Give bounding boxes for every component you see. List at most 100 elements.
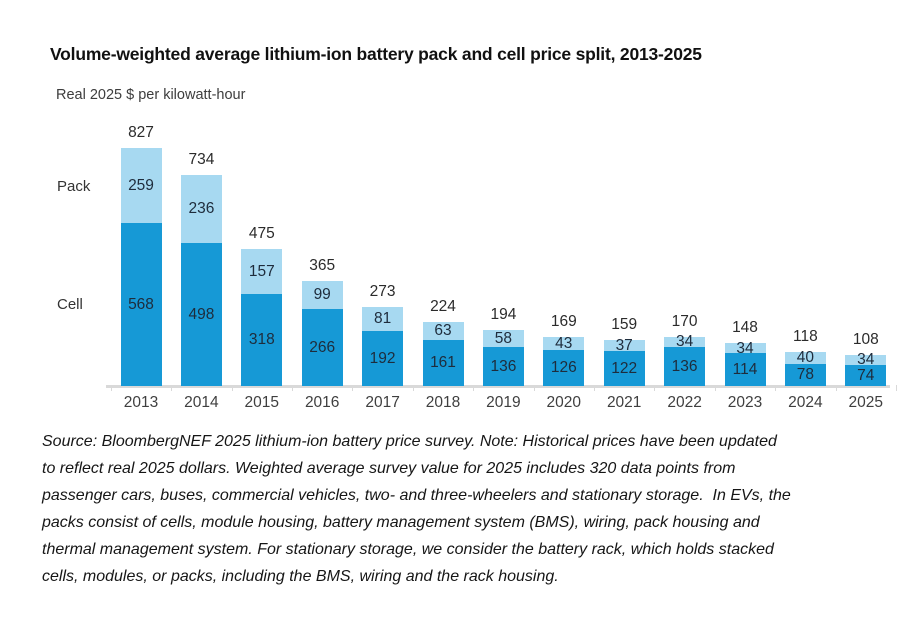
bar-2017-pack-value: 81 bbox=[373, 310, 392, 328]
bar-2016-total-label: 365 bbox=[309, 256, 336, 274]
x-axis-label-2021: 2021 bbox=[606, 394, 642, 411]
bar-2014-cell-value: 498 bbox=[188, 305, 215, 323]
bar-2021-pack-segment bbox=[603, 340, 645, 351]
bar-2013-total-label: 827 bbox=[128, 123, 154, 141]
bar-2024-cell-segment bbox=[784, 363, 826, 386]
source-note-line: cells, modules, or packs, including the … bbox=[42, 568, 559, 585]
bar-2013-cell-value: 568 bbox=[128, 295, 154, 313]
bar-2024-cell-value: 78 bbox=[796, 366, 815, 384]
series-label-pack: Pack bbox=[57, 178, 91, 195]
source-note-line: thermal management system. For stationar… bbox=[42, 541, 774, 558]
axis-tick bbox=[775, 385, 777, 391]
axis-tick bbox=[654, 385, 656, 391]
axis-tick bbox=[292, 385, 293, 391]
bar-2023-total-label: 148 bbox=[732, 319, 758, 337]
bar-2022-pack-value: 34 bbox=[675, 333, 694, 351]
axis-tick bbox=[594, 385, 595, 391]
x-axis-label-2024: 2024 bbox=[788, 394, 823, 411]
axis-tick bbox=[171, 385, 173, 391]
bar-2020-pack-segment bbox=[543, 337, 585, 350]
bar-2022-pack-segment bbox=[664, 337, 706, 347]
bar-2018-total-label: 224 bbox=[430, 297, 456, 315]
chart-title: Volume-weighted average lithium-ion batt… bbox=[50, 44, 702, 64]
bar-2023-cell-value: 114 bbox=[732, 360, 758, 378]
chart-subtitle: Real 2025 $ per kilowatt-hour bbox=[56, 87, 246, 103]
bar-2023-pack-value: 34 bbox=[736, 339, 754, 357]
bar-2014-pack-segment bbox=[180, 174, 222, 243]
source-note-line: to reflect real 2025 dollars. Weighted a… bbox=[42, 460, 736, 477]
bar-2015-total-label: 475 bbox=[248, 225, 275, 243]
axis-tick bbox=[412, 385, 414, 391]
bar-2016-pack-segment bbox=[301, 280, 343, 310]
axis-tick bbox=[352, 385, 354, 391]
x-axis-label-2017: 2017 bbox=[365, 394, 400, 411]
x-axis-label-2025: 2025 bbox=[848, 394, 884, 411]
bar-2016-cell-value: 266 bbox=[309, 338, 336, 356]
bar-2015-cell-segment bbox=[241, 294, 283, 386]
bar-2018-cell-segment bbox=[422, 339, 464, 386]
axis-tick bbox=[110, 385, 112, 391]
bar-2014-pack-value: 236 bbox=[188, 199, 215, 217]
bar-2022-total-label: 170 bbox=[671, 313, 698, 331]
bar-2015-pack-segment bbox=[241, 249, 283, 295]
bar-2019-pack-segment bbox=[482, 330, 524, 347]
bar-2017-cell-value: 192 bbox=[369, 349, 396, 367]
axis-tick bbox=[896, 385, 897, 391]
source-note-line: packs consist of cells, module housing, … bbox=[42, 514, 760, 531]
x-axis-label-2018: 2018 bbox=[425, 394, 461, 411]
bar-2016-pack-value: 99 bbox=[313, 286, 331, 304]
x-axis-label-2015: 2015 bbox=[244, 394, 280, 411]
x-axis-label-2014: 2014 bbox=[184, 394, 219, 411]
axis-tick bbox=[835, 385, 837, 391]
bar-2020-pack-value: 43 bbox=[555, 334, 573, 352]
axis-tick bbox=[714, 385, 716, 391]
bar-2017-total-label: 273 bbox=[369, 283, 396, 301]
bar-2016-cell-segment bbox=[301, 309, 343, 386]
bar-2020-cell-segment bbox=[543, 349, 585, 386]
x-axis-line bbox=[106, 385, 890, 388]
bar-2019-cell-segment bbox=[482, 346, 524, 386]
bar-2013-pack-segment bbox=[120, 147, 162, 223]
x-axis-label-2013: 2013 bbox=[123, 394, 159, 411]
bar-2015-cell-value: 318 bbox=[248, 331, 275, 349]
bar-2024-pack-value: 40 bbox=[796, 349, 815, 367]
series-label-cell: Cell bbox=[57, 296, 83, 313]
x-axis-label-2020: 2020 bbox=[546, 394, 582, 411]
bar-2024-pack-segment bbox=[784, 352, 826, 364]
bar-2017-pack-segment bbox=[362, 307, 404, 331]
bar-2023-pack-segment bbox=[724, 343, 766, 354]
bar-2014-cell-segment bbox=[180, 242, 222, 386]
bar-2020-cell-value: 126 bbox=[550, 359, 577, 377]
bar-2020-total-label: 169 bbox=[550, 313, 577, 331]
bar-2025-total-label: 108 bbox=[852, 330, 879, 348]
bar-2021-cell-value: 122 bbox=[611, 359, 638, 377]
bar-2021-total-label: 159 bbox=[611, 316, 638, 334]
axis-tick bbox=[231, 385, 233, 391]
bar-2018-cell-value: 161 bbox=[430, 354, 456, 372]
bar-2022-cell-value: 136 bbox=[671, 357, 698, 375]
bar-2021-cell-segment bbox=[603, 350, 645, 386]
bar-2019-pack-value: 58 bbox=[494, 329, 513, 347]
x-axis-label-2023: 2023 bbox=[727, 394, 763, 411]
bar-2015-pack-value: 157 bbox=[248, 263, 275, 281]
bar-2025-cell-value: 74 bbox=[857, 366, 875, 384]
axis-tick bbox=[533, 385, 535, 391]
bar-2013-cell-segment bbox=[120, 222, 162, 386]
bar-2024-total-label: 118 bbox=[793, 328, 818, 346]
x-axis-label-2016: 2016 bbox=[304, 394, 340, 411]
bar-2022-cell-segment bbox=[664, 346, 706, 386]
bar-2018-pack-value: 63 bbox=[434, 321, 452, 339]
bar-2025-pack-segment bbox=[845, 354, 887, 365]
bar-2021-pack-value: 37 bbox=[615, 336, 633, 354]
source-note-line: passenger cars, buses, commercial vehicl… bbox=[42, 487, 791, 504]
bar-2023-cell-segment bbox=[724, 353, 766, 386]
axis-tick bbox=[473, 385, 475, 391]
bar-2017-cell-segment bbox=[362, 330, 404, 386]
source-note-line: Source: BloombergNEF 2025 lithium-ion ba… bbox=[42, 433, 777, 450]
bar-2019-total-label: 194 bbox=[490, 306, 517, 324]
x-axis-label-2022: 2022 bbox=[667, 394, 702, 411]
bar-2019-cell-value: 136 bbox=[490, 357, 517, 375]
bar-2013-pack-value: 259 bbox=[128, 176, 154, 194]
